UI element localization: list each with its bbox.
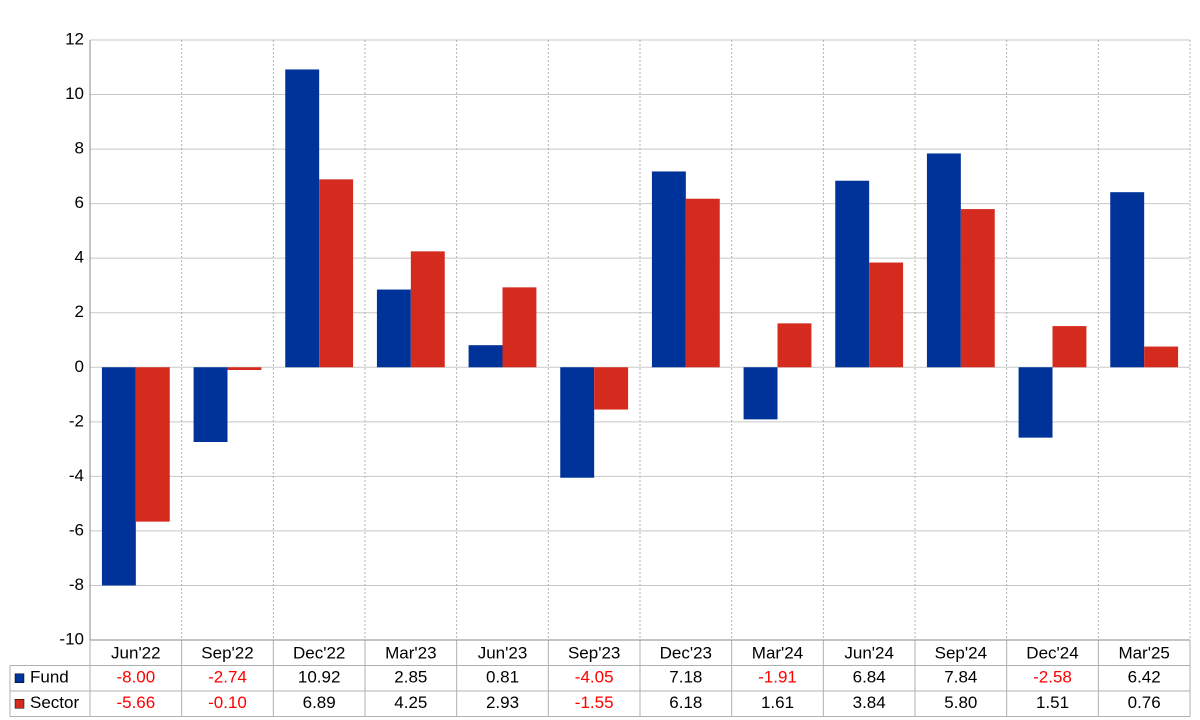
bar: [594, 367, 629, 410]
bar: [285, 69, 320, 368]
y-tick-label: 0: [75, 357, 84, 376]
table-value: -5.66: [116, 693, 155, 712]
x-tick-label: Dec'24: [1026, 643, 1078, 662]
bar: [777, 323, 812, 368]
y-tick-label: -6: [69, 520, 84, 539]
bar: [651, 171, 686, 368]
x-tick-label: Dec'22: [293, 643, 345, 662]
bar: [410, 251, 445, 368]
y-tick-label: 2: [75, 302, 84, 321]
bar: [835, 180, 870, 368]
bar: [926, 153, 961, 368]
table-value: -2.74: [208, 668, 247, 687]
bar: [135, 367, 170, 522]
bar: [560, 367, 595, 478]
bar: [1110, 192, 1145, 368]
table-value: 2.85: [394, 668, 427, 687]
table-value: 1.51: [1036, 693, 1069, 712]
bar: [743, 367, 778, 420]
bar: [376, 289, 411, 368]
bar: [685, 198, 720, 368]
table-value: 4.25: [394, 693, 427, 712]
x-tick-label: Mar'25: [1118, 643, 1169, 662]
table-value: -2.58: [1033, 668, 1072, 687]
table-value: 2.93: [486, 693, 519, 712]
table-value: -1.55: [575, 693, 614, 712]
legend-label: Sector: [30, 693, 79, 712]
y-tick-label: -4: [69, 466, 84, 485]
bar: [869, 262, 904, 368]
table-value: 0.81: [486, 668, 519, 687]
table-value: 6.42: [1128, 668, 1161, 687]
x-tick-label: Mar'23: [385, 643, 436, 662]
table-value: 10.92: [298, 668, 341, 687]
table-value: -4.05: [575, 668, 614, 687]
bar: [502, 287, 537, 368]
bar: [960, 209, 995, 368]
x-tick-label: Jun'23: [478, 643, 528, 662]
y-tick-label: -2: [69, 411, 84, 430]
x-tick-label: Sep'22: [201, 643, 253, 662]
y-tick-label: 10: [65, 84, 84, 103]
table-value: 7.18: [669, 668, 702, 687]
legend-marker: [14, 673, 25, 683]
table-value: 3.84: [853, 693, 886, 712]
y-tick-label: -8: [69, 575, 84, 594]
y-tick-label: 12: [65, 29, 84, 48]
table-value: 7.84: [944, 668, 977, 687]
x-tick-label: Jun'24: [844, 643, 894, 662]
table-value: -8.00: [116, 668, 155, 687]
y-tick-label: -10: [59, 629, 84, 648]
table-value: 6.84: [853, 668, 886, 687]
table-value: 6.89: [303, 693, 336, 712]
table-value: 1.61: [761, 693, 794, 712]
bar: [1144, 346, 1179, 368]
table-value: 6.18: [669, 693, 702, 712]
y-tick-label: 8: [75, 139, 84, 158]
legend-marker: [14, 699, 25, 709]
x-tick-label: Sep'23: [568, 643, 620, 662]
x-tick-label: Sep'24: [935, 643, 987, 662]
bar: [1052, 326, 1087, 368]
table-value: 0.76: [1128, 693, 1161, 712]
y-tick-label: 4: [75, 248, 84, 267]
bar: [101, 367, 136, 586]
x-tick-label: Jun'22: [111, 643, 161, 662]
bar: [1018, 367, 1053, 438]
bar: [193, 367, 228, 442]
bar: [319, 179, 354, 368]
table-value: -1.91: [758, 668, 797, 687]
x-tick-label: Mar'24: [752, 643, 803, 662]
y-tick-label: 6: [75, 193, 84, 212]
bar: [468, 345, 503, 368]
legend-label: Fund: [30, 668, 69, 687]
x-tick-label: Dec'23: [660, 643, 712, 662]
table-value: 5.80: [944, 693, 977, 712]
table-value: -0.10: [208, 693, 247, 712]
bar: [227, 367, 262, 370]
